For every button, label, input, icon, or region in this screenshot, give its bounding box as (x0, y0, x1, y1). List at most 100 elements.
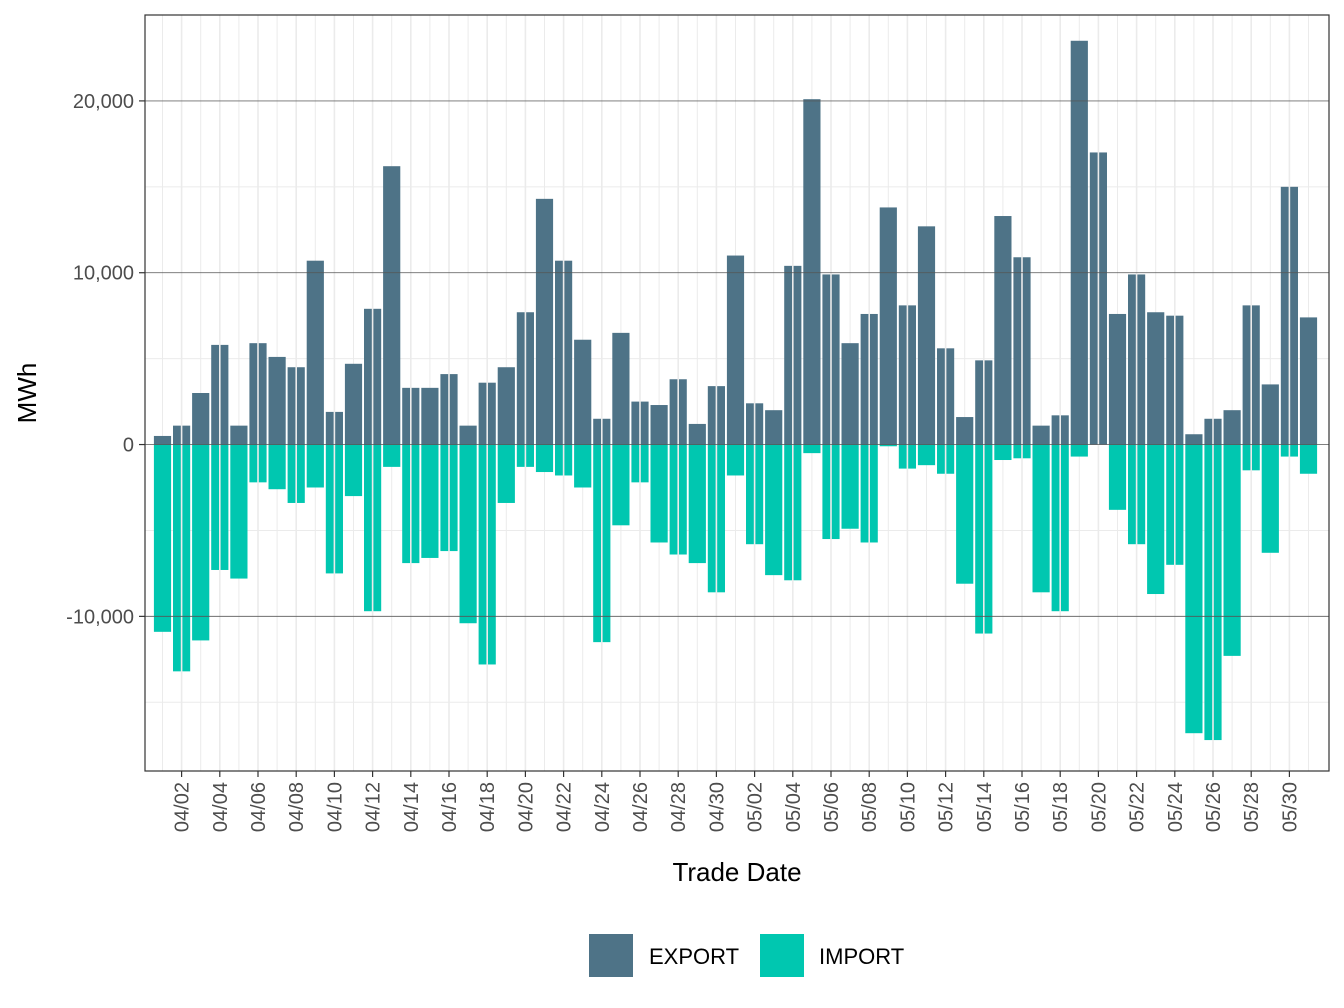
bar-export-05-29 (1261, 384, 1279, 445)
legend-label-import: IMPORT (819, 944, 904, 969)
bar-import-05-19 (1070, 444, 1088, 457)
x-tick-label: 04/28 (668, 782, 690, 832)
bar-import-05-25 (1185, 444, 1203, 734)
y-tick-label: 20,000 (73, 91, 134, 113)
bar-import-05-13 (956, 444, 974, 584)
x-tick-label: 04/30 (706, 782, 728, 832)
legend-key-export (589, 934, 633, 977)
bar-export-05-23 (1147, 312, 1165, 445)
y-tick-label: 10,000 (73, 263, 134, 285)
legend-key-import (760, 934, 804, 977)
x-axis: 04/02 04/04 04/06 04/08 04/10 04/12 04/14 04/16… (172, 771, 1301, 832)
bar-export-05-27 (1223, 410, 1241, 445)
x-tick-label: 04/08 (286, 782, 308, 832)
bar-export-04-03 (192, 393, 210, 445)
x-tick-label: 04/12 (363, 782, 385, 832)
x-tick-label: 04/06 (248, 782, 270, 832)
bar-import-05-17 (1032, 444, 1050, 593)
x-tick-label: 05/12 (936, 782, 958, 832)
bar-export-05-07 (841, 343, 859, 445)
bar-import-04-17 (459, 444, 477, 624)
bar-export-05-01 (726, 255, 745, 445)
bar-import-04-09 (306, 444, 324, 488)
x-tick-label: 05/22 (1127, 782, 1149, 832)
x-tick-label: 05/14 (974, 782, 996, 832)
bar-import-05-31 (1299, 444, 1318, 474)
x-tick-label: 04/16 (439, 782, 461, 832)
bar-export-04-15 (421, 387, 439, 445)
bar-export-05-09 (879, 207, 897, 445)
bar-export-05-17 (1032, 425, 1050, 445)
bar-import-04-15 (421, 444, 439, 558)
x-tick-label: 04/22 (554, 782, 576, 832)
bar-export-04-19 (497, 367, 515, 445)
bar-import-04-13 (383, 444, 401, 467)
bar-export-04-27 (650, 405, 668, 445)
bar-export-05-05 (803, 99, 821, 445)
x-tick-label: 04/02 (172, 782, 194, 832)
bar-export-04-23 (574, 339, 592, 445)
legend: EXPORT IMPORT (589, 934, 904, 977)
x-tick-label: 04/10 (324, 782, 346, 832)
major-gridlines (145, 15, 1329, 771)
bar-export-04-13 (383, 166, 401, 445)
bar-export-05-13 (956, 417, 974, 445)
x-tick-label: 05/04 (783, 782, 805, 832)
bar-export-04-21 (535, 198, 554, 445)
bar-import-05-07 (841, 444, 859, 529)
bar-export-05-11 (917, 226, 936, 445)
bar-import-05-23 (1147, 444, 1165, 595)
plot-panel-border (144, 14, 1330, 772)
bar-export-04-07 (268, 356, 286, 445)
x-tick-label: 05/06 (821, 782, 843, 832)
bar-export-05-19 (1070, 40, 1088, 445)
bar-export-05-03 (765, 410, 783, 445)
bar-import-04-01 (153, 444, 172, 632)
bar-export-04-17 (459, 425, 477, 445)
x-tick-label: 05/26 (1203, 782, 1225, 832)
bar-export-04-01 (153, 435, 172, 445)
bar-import-04-03 (192, 444, 210, 641)
bar-import-04-11 (344, 444, 363, 497)
x-axis-title: Trade Date (672, 857, 801, 887)
bar-import-04-27 (650, 444, 668, 543)
bar-import-05-05 (803, 444, 821, 454)
x-tick-label: 04/18 (477, 782, 499, 832)
x-tick-label: 04/14 (401, 782, 423, 832)
bar-import-05-11 (917, 444, 936, 466)
bar-export-04-25 (612, 332, 630, 445)
bar-import-04-19 (497, 444, 515, 503)
bar-import-04-05 (230, 444, 248, 579)
x-tick-label: 05/30 (1279, 782, 1301, 832)
bar-import-04-23 (574, 444, 592, 488)
bar-export-05-15 (994, 216, 1012, 445)
bar-import-04-21 (535, 444, 554, 473)
bar-import-05-27 (1223, 444, 1241, 656)
bar-import-05-03 (765, 444, 783, 576)
x-tick-label: 05/28 (1241, 782, 1263, 832)
x-tick-label: 05/16 (1012, 782, 1034, 832)
y-axis: -10,000 0 10,000 20,000 (66, 91, 145, 628)
x-tick-label: 05/24 (1165, 782, 1187, 832)
bar-import-05-29 (1261, 444, 1279, 553)
x-tick-label: 05/08 (859, 782, 881, 832)
bar-import-04-29 (688, 444, 706, 564)
bar-import-05-09 (879, 444, 897, 447)
x-tick-label: 05/02 (745, 782, 767, 832)
bar-import-04-07 (268, 444, 286, 490)
bar-export-05-25 (1185, 434, 1203, 445)
bar-export-05-21 (1108, 313, 1127, 445)
bar-import-05-21 (1108, 444, 1127, 510)
y-tick-label: 0 (123, 435, 134, 457)
x-tick-label: 05/10 (897, 782, 919, 832)
bar-export-04-05 (230, 425, 248, 445)
x-tick-label: 04/26 (630, 782, 652, 832)
y-tick-label: -10,000 (66, 606, 134, 628)
x-tick-label: 05/20 (1088, 782, 1110, 832)
bar-export-04-11 (344, 363, 363, 445)
bar-import-05-01 (726, 444, 745, 476)
legend-label-export: EXPORT (649, 944, 739, 969)
y-axis-title: MWh (12, 363, 42, 424)
x-tick-label: 04/04 (210, 782, 232, 832)
